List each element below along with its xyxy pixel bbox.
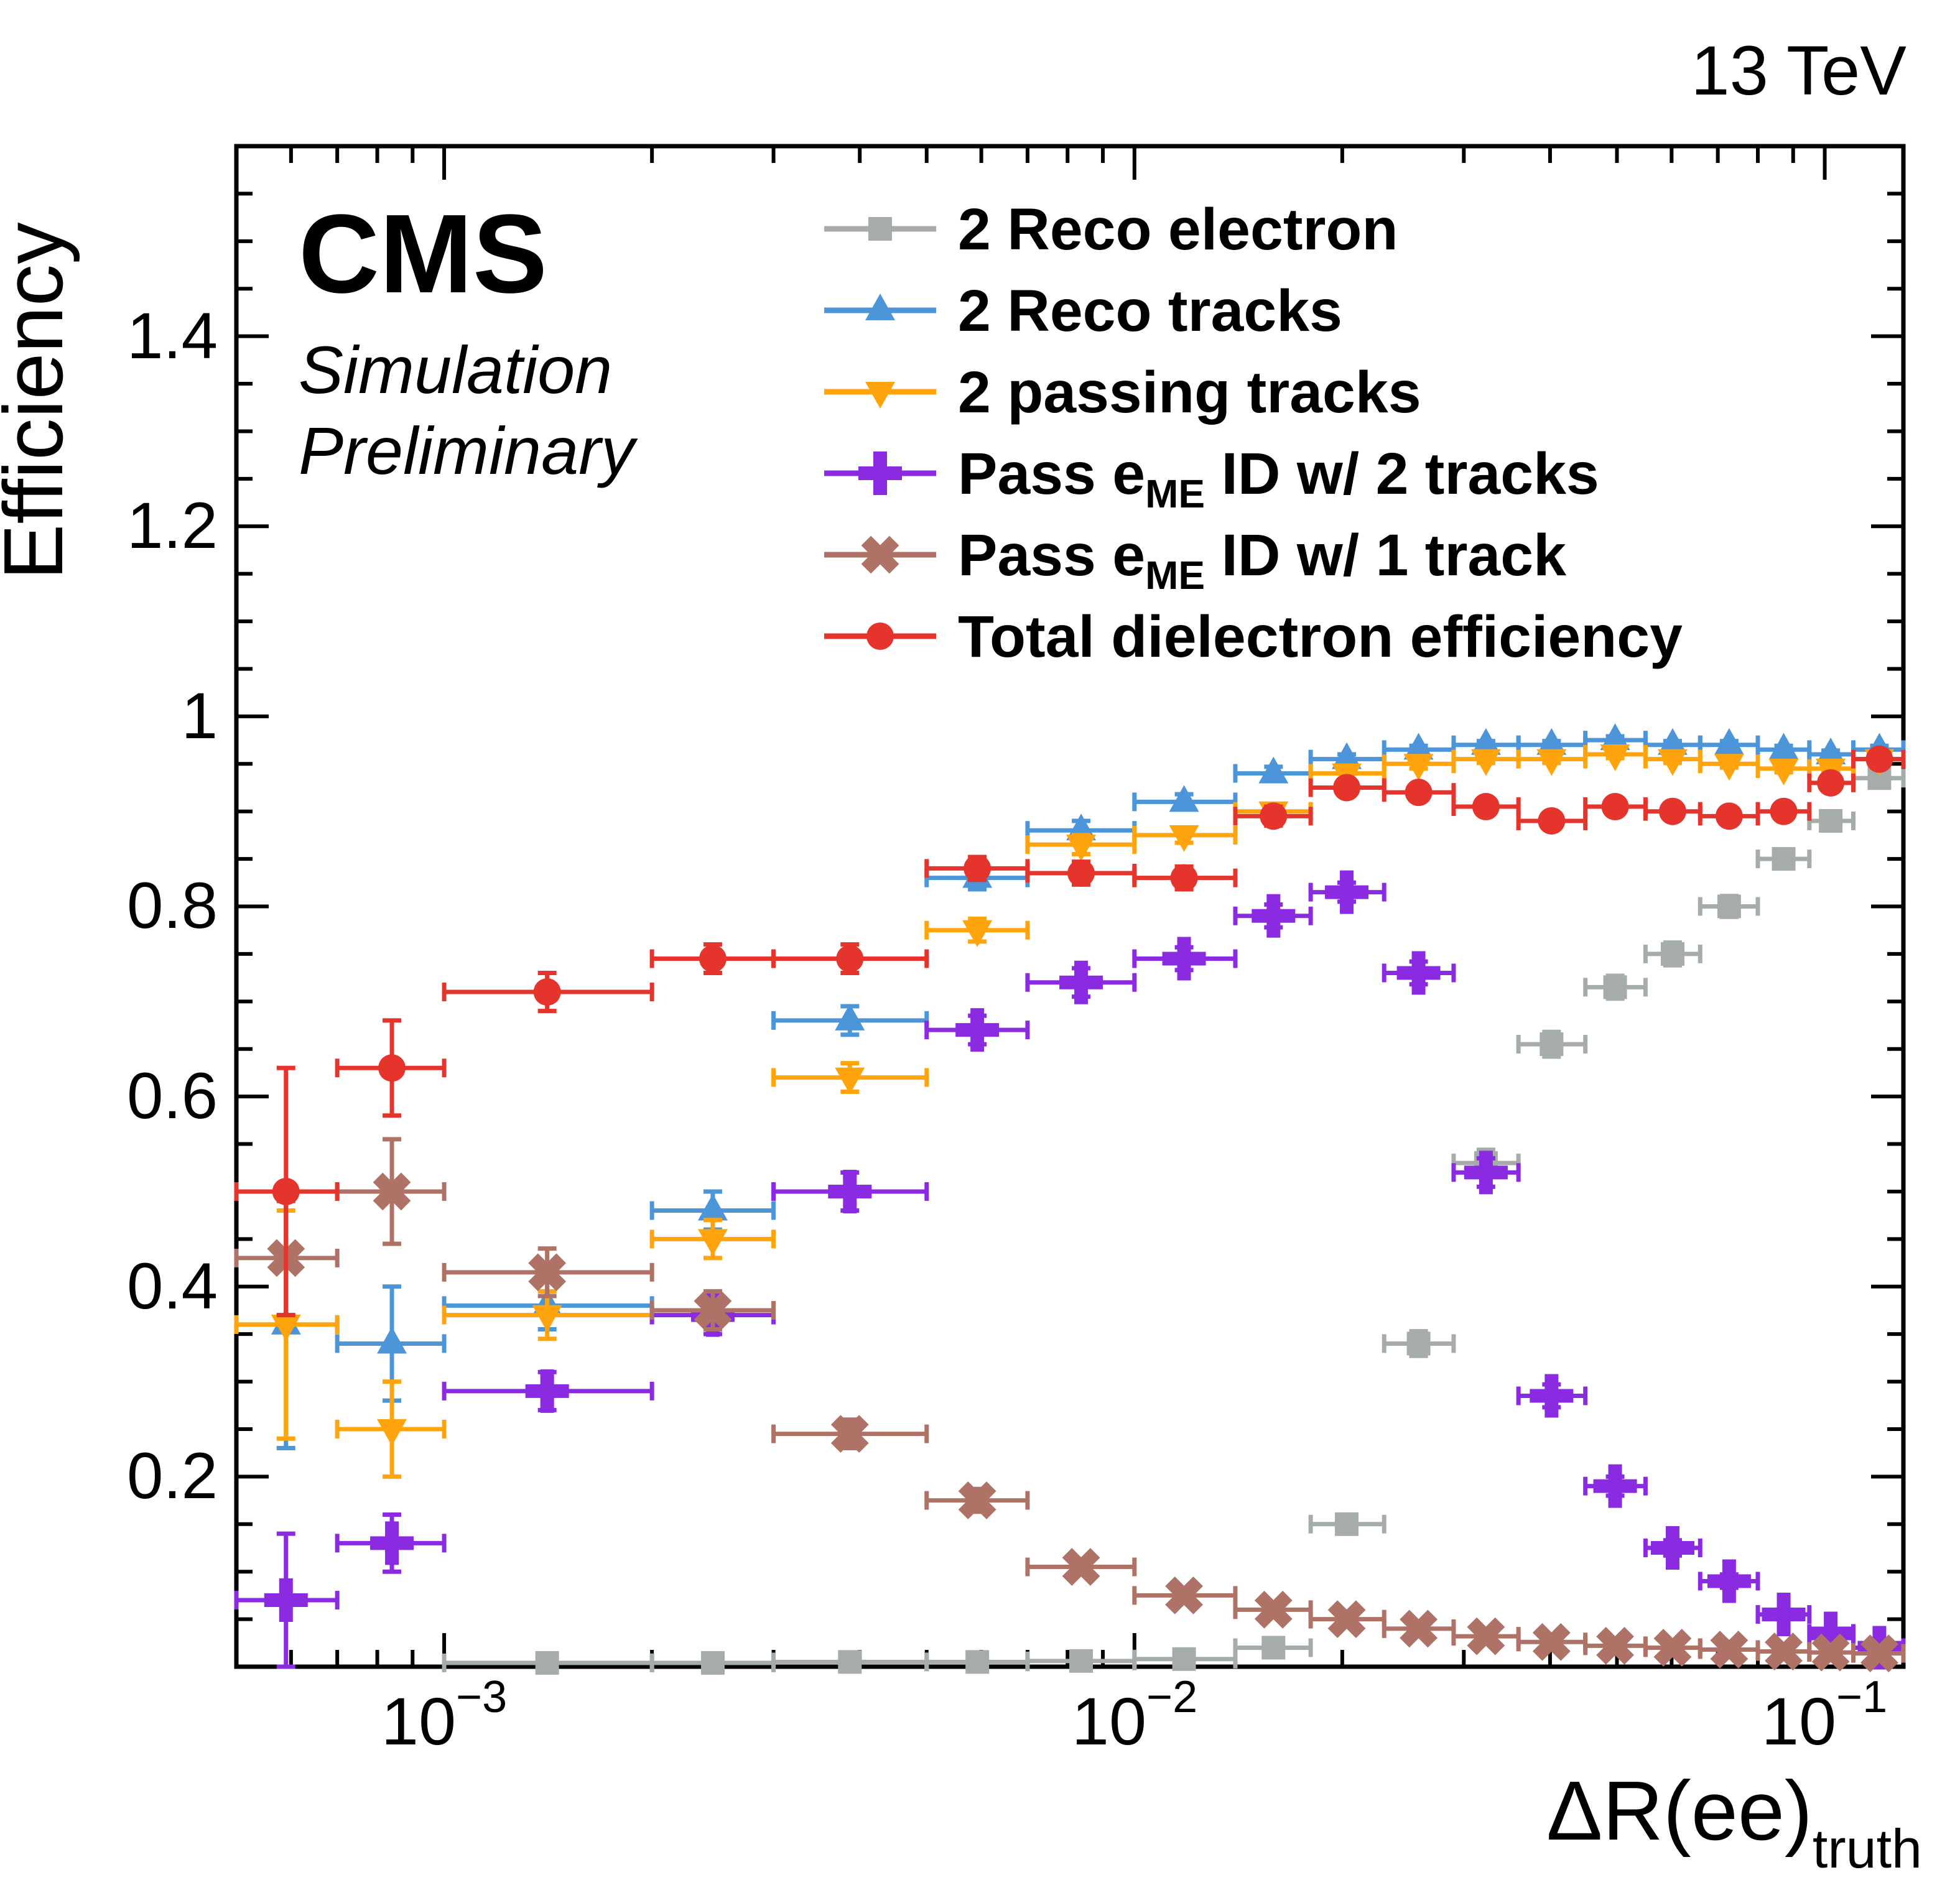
legend-label-2: 2 Reco tracks xyxy=(958,278,1342,344)
legend-label-5: Pass eME ID w/ 1 track xyxy=(958,522,1566,598)
legend-label-1: 2 Reco electron xyxy=(958,197,1398,262)
y-tick-label-1p4: 1.4 xyxy=(127,300,218,373)
legend-label-3: 2 passing tracks xyxy=(958,359,1421,425)
series-2-passing-tracks xyxy=(234,744,1906,1479)
legend-entry-4: Pass eME ID w/ 2 tracks xyxy=(824,441,1599,516)
y-tick-label-0p4: 0.4 xyxy=(127,1250,218,1323)
cms-logo-text: CMS xyxy=(299,192,547,317)
legend-label-4: Pass eME ID w/ 2 tracks xyxy=(958,441,1599,516)
simulation-label: Simulation xyxy=(299,332,612,407)
y-tick-label-1: 1 xyxy=(182,680,218,752)
y-axis-title: Efficiency xyxy=(0,222,80,580)
preliminary-label: Preliminary xyxy=(299,413,638,488)
data-series-layer xyxy=(234,723,1906,1675)
legend-label-6: Total dielectron efficiency xyxy=(958,604,1683,670)
legend: 2 Reco electron 2 Reco tracks 2 passing tr… xyxy=(824,197,1683,670)
y-tick-label-1p2: 1.2 xyxy=(127,489,218,562)
series-pass-eme-id-w-1-track xyxy=(234,1137,1906,1673)
y-tick-label-0p8: 0.8 xyxy=(127,869,218,942)
x-tick-label-1e-2: 10−2 xyxy=(1072,1672,1197,1759)
y-tick-label-0p6: 0.6 xyxy=(127,1060,218,1132)
series-2-reco-tracks xyxy=(234,723,1906,1451)
x-tick-label-1e-1: 10−1 xyxy=(1762,1672,1887,1759)
legend-entry-3: 2 passing tracks xyxy=(824,359,1421,425)
y-tick-label-0p2: 0.2 xyxy=(127,1440,218,1512)
legend-entry-2: 2 Reco tracks xyxy=(824,278,1342,344)
legend-entry-1: 2 Reco electron xyxy=(824,197,1398,262)
legend-entry-5: Pass eME ID w/ 1 track xyxy=(824,522,1566,598)
legend-entry-6: Total dielectron efficiency xyxy=(824,604,1683,670)
series-2-reco-electron xyxy=(442,766,1906,1675)
series-total-dielectron-efficiency xyxy=(234,745,1906,1318)
x-axis-title: ΔR(ee)truth xyxy=(1546,1764,1922,1879)
energy-label: 13 TeV xyxy=(1691,32,1907,109)
x-tick-label-1e-3: 10−3 xyxy=(381,1672,507,1759)
